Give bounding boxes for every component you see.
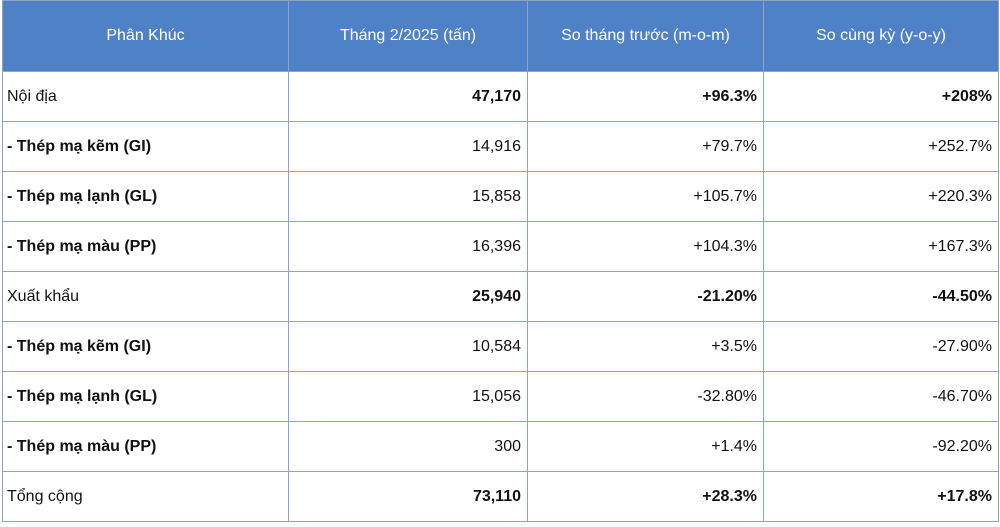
row-volume: 10,584	[288, 321, 528, 372]
row-label: Nội địa	[2, 71, 289, 122]
table-row: Nội địa 47,170 +96.3% +208%	[2, 71, 999, 122]
row-label: Xuất khẩu	[2, 271, 289, 322]
row-yoy: +252.7%	[763, 121, 999, 172]
row-label: - Thép mạ kẽm (GI)	[2, 121, 289, 172]
header-volume: Tháng 2/2025 (tấn)	[288, 0, 528, 72]
row-mom: +105.7%	[527, 171, 764, 222]
table-row: - Thép mạ lạnh (GL) 15,056 -32.80% -46.7…	[2, 371, 999, 422]
table-row: - Thép mạ kẽm (GI) 14,916 +79.7% +252.7%	[2, 121, 999, 172]
row-label: - Thép mạ kẽm (GI)	[2, 321, 289, 372]
table-row: - Thép mạ màu (PP) 16,396 +104.3% +167.3…	[2, 221, 999, 272]
row-mom: +96.3%	[527, 71, 764, 122]
row-yoy: -27.90%	[763, 321, 999, 372]
row-yoy: -92.20%	[763, 421, 999, 472]
row-mom: +1.4%	[527, 421, 764, 472]
header-yoy: So cùng kỳ (y-o-y)	[763, 0, 999, 72]
table-body: Nội địa 47,170 +96.3% +208% - Thép mạ kẽ…	[2, 71, 999, 522]
row-mom: -32.80%	[527, 371, 764, 422]
row-label: - Thép mạ lạnh (GL)	[2, 371, 289, 422]
row-volume: 47,170	[288, 71, 528, 122]
row-volume: 73,110	[288, 471, 528, 522]
table-row: - Thép mạ lạnh (GL) 15,858 +105.7% +220.…	[2, 171, 999, 222]
row-volume: 15,056	[288, 371, 528, 422]
row-yoy: +220.3%	[763, 171, 999, 222]
row-mom: -21.20%	[527, 271, 764, 322]
row-yoy: +167.3%	[763, 221, 999, 272]
row-label: - Thép mạ màu (PP)	[2, 221, 289, 272]
row-label: - Thép mạ màu (PP)	[2, 421, 289, 472]
table-header: Phân Khúc Tháng 2/2025 (tấn) So tháng tr…	[2, 0, 999, 72]
row-volume: 14,916	[288, 121, 528, 172]
header-segment: Phân Khúc	[2, 0, 289, 72]
row-mom: +79.7%	[527, 121, 764, 172]
row-mom: +3.5%	[527, 321, 764, 372]
header-row: Phân Khúc Tháng 2/2025 (tấn) So tháng tr…	[2, 0, 999, 72]
table-row: Xuất khẩu 25,940 -21.20% -44.50%	[2, 271, 999, 322]
row-label: - Thép mạ lạnh (GL)	[2, 171, 289, 222]
row-volume: 25,940	[288, 271, 528, 322]
table-row: - Thép mạ màu (PP) 300 +1.4% -92.20%	[2, 421, 999, 472]
table-row-total: Tổng cộng 73,110 +28.3% +17.8%	[2, 471, 999, 522]
row-yoy: +208%	[763, 71, 999, 122]
row-mom: +104.3%	[527, 221, 764, 272]
row-yoy: -44.50%	[763, 271, 999, 322]
row-volume: 300	[288, 421, 528, 472]
row-label: Tổng cộng	[2, 471, 289, 522]
row-yoy: +17.8%	[763, 471, 999, 522]
header-mom: So tháng trước (m-o-m)	[527, 0, 764, 72]
row-volume: 15,858	[288, 171, 528, 222]
row-volume: 16,396	[288, 221, 528, 272]
table-row: - Thép mạ kẽm (GI) 10,584 +3.5% -27.90%	[2, 321, 999, 372]
row-yoy: -46.70%	[763, 371, 999, 422]
row-mom: +28.3%	[527, 471, 764, 522]
